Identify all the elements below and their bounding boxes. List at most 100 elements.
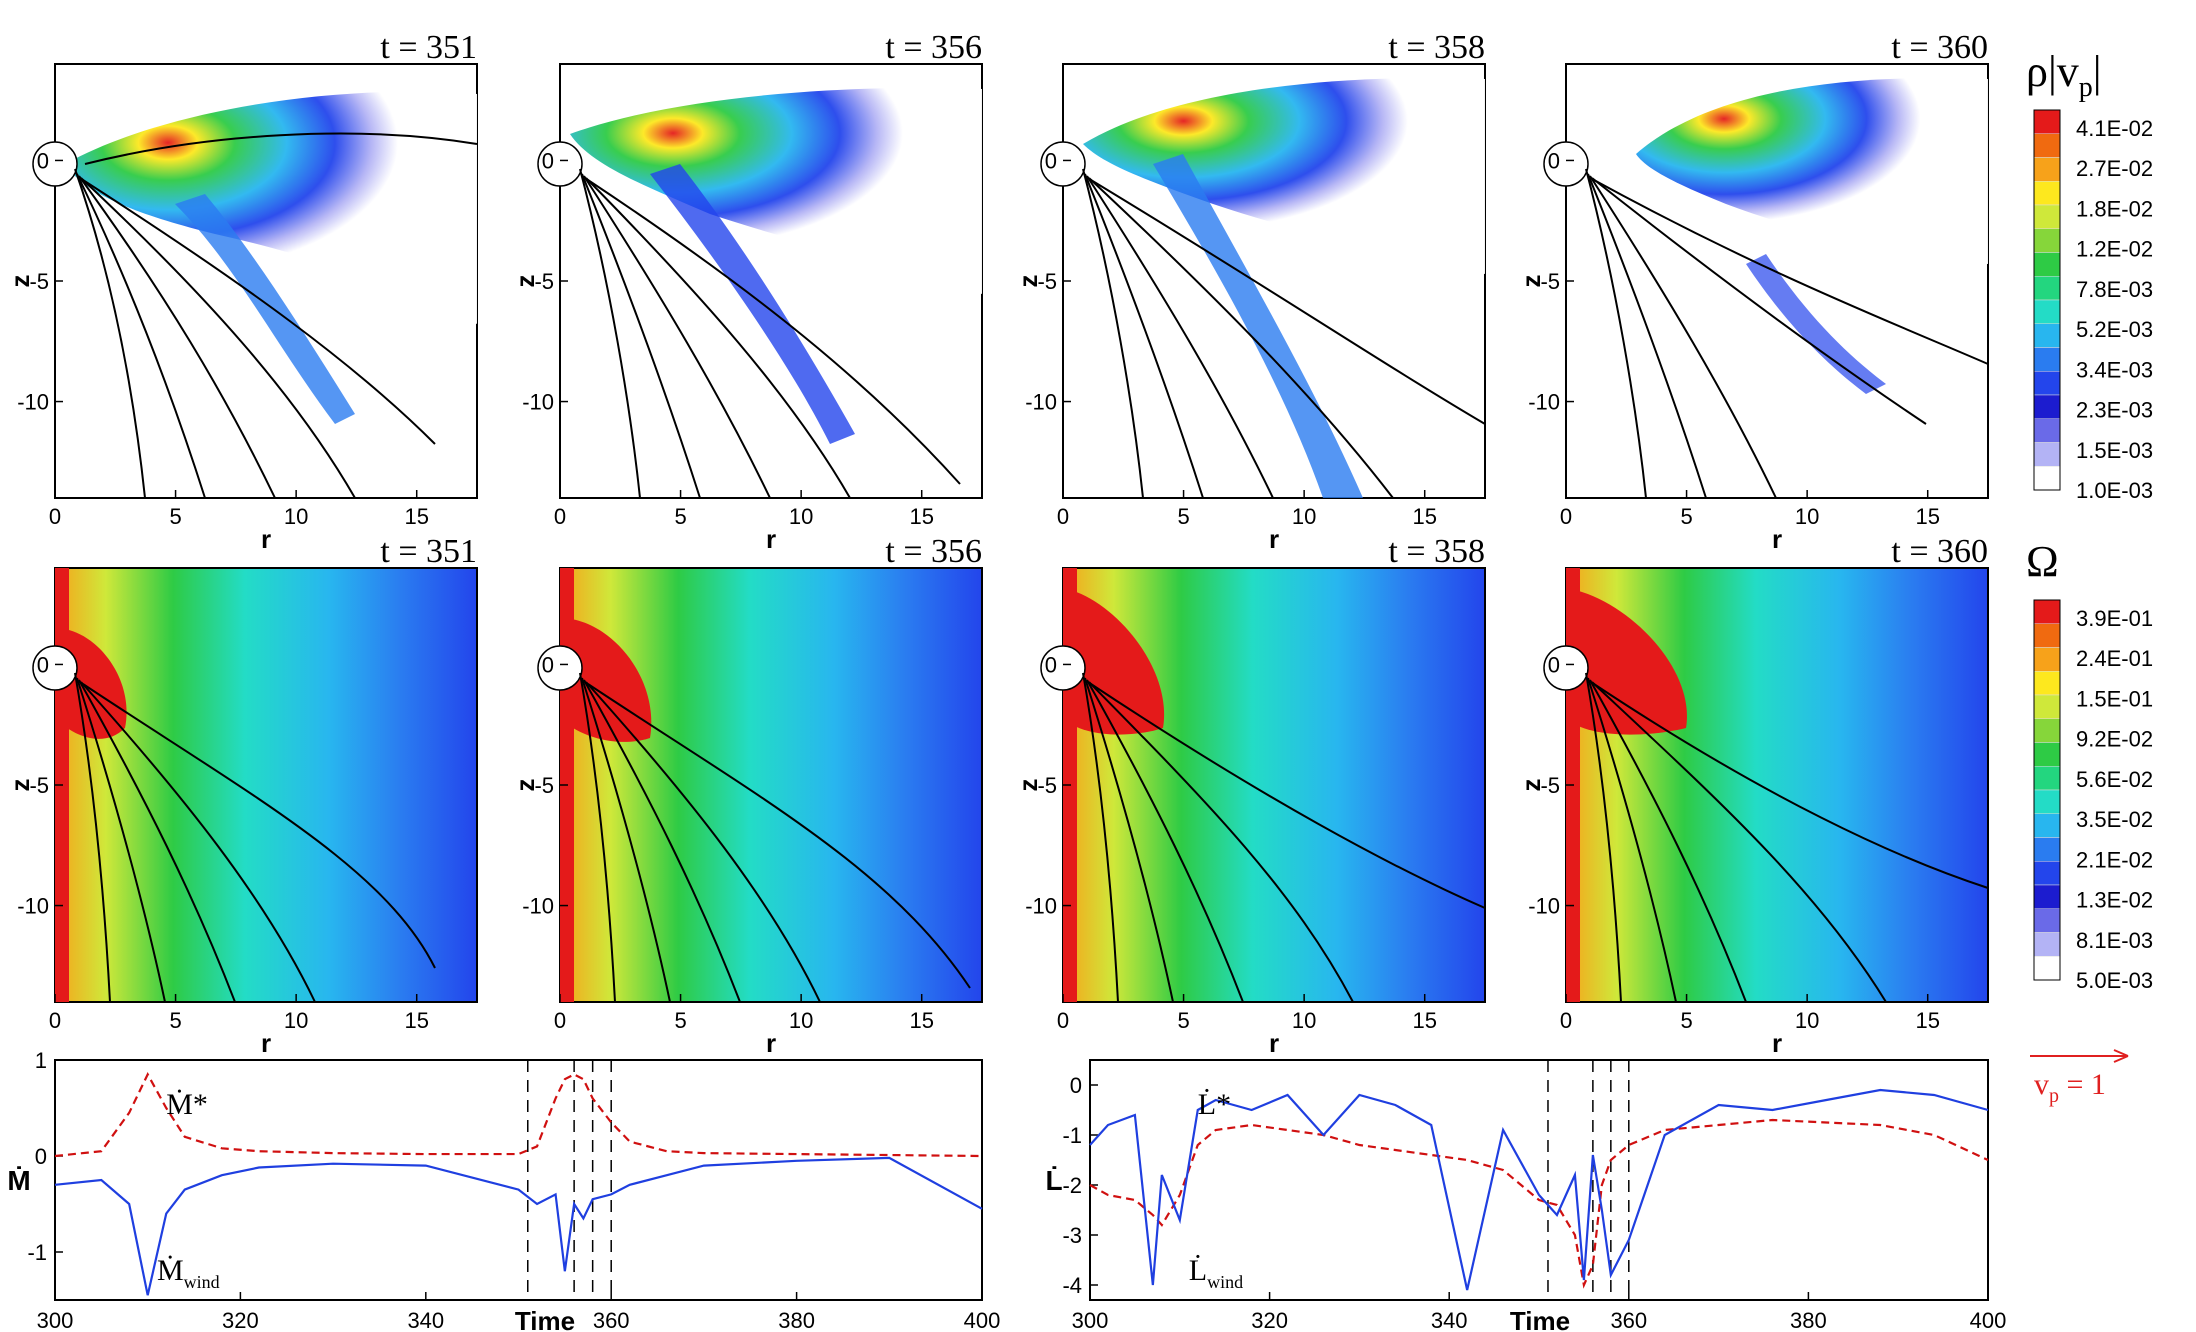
y-tick-label: 0 (1548, 652, 1560, 677)
colorbar-swatch (2033, 466, 2061, 491)
x-tick-label: 300 (1072, 1308, 1109, 1332)
colorbar-swatch (2033, 157, 2061, 182)
colorbar-label: 2.4E-01 (2076, 646, 2153, 671)
star-disk (1040, 645, 1086, 691)
omega-inner-region (1063, 588, 1165, 735)
colorbar-label: 1.5E-01 (2076, 686, 2153, 711)
colorbar-title: ρ|vp| (2026, 47, 2102, 103)
x-tick-label: 5 (1177, 1008, 1189, 1033)
y-tick-label: 1 (35, 1048, 47, 1073)
colorbar-label: 3.4E-03 (2076, 357, 2153, 382)
colorbar-swatch (2033, 718, 2061, 743)
colorbar-swatch (2033, 837, 2061, 862)
colorbar-swatch (2033, 347, 2061, 372)
colorbar-swatch (2033, 299, 2061, 324)
x-tick-label: 300 (37, 1308, 74, 1332)
x-tick-label: 380 (778, 1308, 815, 1332)
colorbar-label: 8.1E-03 (2076, 928, 2153, 953)
x-tick-label: 360 (593, 1308, 630, 1332)
y-tick-label: 0 (1548, 148, 1560, 173)
colorbar-label: 1.0E-03 (2076, 478, 2153, 503)
star-disk (1543, 645, 1589, 691)
x-tick-label: 10 (1795, 1008, 1819, 1033)
colorbar-label: 1.8E-02 (2076, 196, 2153, 221)
field-lines (1082, 168, 1486, 499)
x-tick-label: 15 (909, 504, 933, 529)
density-contour-band (570, 87, 982, 294)
colorbar-swatch (2033, 932, 2061, 957)
colorbar-swatch (2033, 861, 2061, 886)
x-axis-label: r (1772, 1028, 1782, 1058)
omega-panel: t = 360 (1543, 533, 1989, 1003)
colorbar-label: 1.5E-03 (2076, 438, 2153, 463)
density-contour-band (65, 91, 477, 324)
star-series-line (1089, 1118, 1989, 1289)
x-tick-label: 10 (1795, 504, 1819, 529)
x-tick-label: 0 (1560, 1008, 1572, 1033)
x-tick-label: 380 (1790, 1308, 1827, 1332)
x-tick-label: 320 (222, 1308, 259, 1332)
wind-series-line (1089, 1088, 1989, 1291)
field-lines (74, 672, 436, 1003)
y-axis-label: z (510, 779, 540, 792)
y-axis-label: z (510, 275, 540, 288)
star-disk (32, 141, 78, 187)
colorbar-frame (2033, 599, 2061, 981)
colorbar-swatch (2033, 394, 2061, 419)
colorbar-swatch (2033, 884, 2061, 909)
y-tick-label: -5 (1037, 773, 1057, 798)
colorbars: ρ|vp| 4.1E-02 2.7E-02 1.8E-02 1.2E-02 7.8E-03… (2026, 47, 2153, 993)
y-tick-label: 0 (1070, 1073, 1082, 1098)
x-axis-label: r (1269, 1028, 1279, 1058)
colorbar-swatch (2033, 252, 2061, 277)
y-axis-label: z (5, 779, 35, 792)
y-tick-label: 0 (1045, 652, 1057, 677)
colorbar-label: 2.1E-02 (2076, 847, 2153, 872)
y-tick-label: -5 (29, 269, 49, 294)
omega-panel: t = 358 (1040, 533, 1486, 1003)
x-tick-label: 400 (1970, 1308, 2007, 1332)
density-panel: t = 351 (32, 29, 478, 499)
y-tick-label: -3 (1062, 1223, 1082, 1248)
y-tick-label: -5 (1540, 269, 1560, 294)
x-tick-label: 10 (1292, 504, 1316, 529)
wind-series-line (54, 1156, 983, 1296)
y-tick-label: -5 (29, 773, 49, 798)
x-axis-label: r (1269, 524, 1279, 554)
density-plume (175, 194, 355, 424)
x-tick-label: 0 (554, 1008, 566, 1033)
x-axis-label: Time (515, 1306, 575, 1332)
density-plume (1746, 254, 1886, 394)
colorbar-swatch (2033, 109, 2061, 134)
y-tick-label: -2 (1062, 1173, 1082, 1198)
omega-inner-region (1566, 588, 1687, 735)
x-tick-label: 5 (674, 504, 686, 529)
panel-time-label: t = 358 (1388, 533, 1485, 570)
x-axis-label: r (261, 524, 271, 554)
colorbar-label: 2.3E-03 (2076, 398, 2153, 423)
field-lines (1585, 168, 1989, 499)
colorbar-label: 1.2E-02 (2076, 237, 2153, 262)
colorbar-swatch (2033, 228, 2061, 253)
colorbar-swatch (2033, 671, 2061, 696)
colorbar-label: 1.3E-02 (2076, 888, 2153, 913)
y-axis-label: z (1013, 779, 1043, 792)
colorbar-swatch (2033, 371, 2061, 396)
colorbar-label: 5.0E-03 (2076, 968, 2153, 993)
colorbar-label: 5.6E-02 (2076, 767, 2153, 792)
y-tick-label: -10 (522, 894, 554, 919)
colorbar-label: 5.2E-03 (2076, 317, 2153, 342)
density-plume (650, 164, 855, 444)
colorbar-swatch (2033, 956, 2061, 981)
x-tick-label: 15 (1915, 1008, 1939, 1033)
panel-background (559, 567, 983, 1003)
y-tick-label: 0 (35, 1144, 47, 1169)
y-tick-label: 0 (542, 148, 554, 173)
density-panel: t = 358 (1040, 29, 1486, 499)
y-tick-label: -1 (27, 1240, 47, 1265)
x-tick-label: 5 (674, 1008, 686, 1033)
star-disk (1040, 141, 1086, 187)
panel-time-label: t = 360 (1891, 533, 1988, 570)
x-tick-label: 10 (1292, 1008, 1316, 1033)
